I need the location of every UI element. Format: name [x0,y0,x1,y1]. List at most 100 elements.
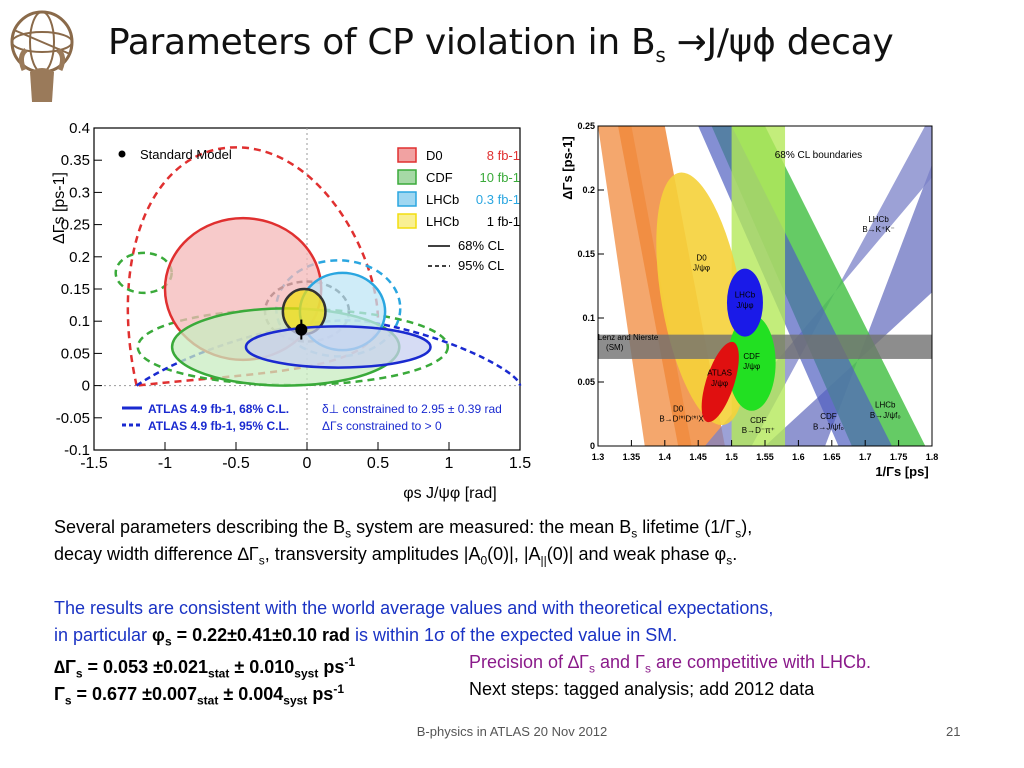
band-label: LHCb [868,215,889,224]
y-tick-label: 0.3 [69,184,90,201]
y-tick-label: 0.1 [582,313,595,323]
x-tick-label: -1.5 [80,455,108,472]
delta-gamma-result: ∆Γs = 0.053 ±0.021stat ± 0.010syst ps-1 [54,655,356,681]
y-tick-label: 0.05 [577,377,595,387]
annotation-delta-perp: δ⊥ constrained to 2.95 ± 0.39 rad [322,402,502,416]
region-cdf-jpsiphi [727,314,776,411]
band-label: CDF [743,352,760,361]
sm-legend-marker [118,150,126,158]
left-contour-chart: -1.5 -1 -0.5 0 0.5 1 1.5 -0.1 -0.05 0 0.05 0.1 0.15 0… [51,120,531,502]
y-tick-label: 0.15 [61,281,90,298]
slide-title: Parameters of CP violation in Bs →J/ψϕ d… [108,22,894,68]
x-tick-label: 1.5 [509,455,531,472]
x-tick-label: 1.6 [792,452,805,462]
band-label: B→J/ψf₀ [813,422,844,431]
x-tick-label: 1 [445,455,454,472]
y-axis-label: ΔΓs [ps-1] [562,136,575,199]
x-tick-label: 1.35 [623,452,641,462]
title-subscript: s [655,43,666,68]
legend-lumi: 8 fb-1 [487,148,520,163]
paragraph-line-2: decay width difference ∆Γs, transversity… [54,544,738,568]
legend-swatch [397,213,417,229]
y-tick-label: 0.25 [61,217,90,234]
y-tick-label: 0.1 [69,313,90,330]
x-tick-label: 1.4 [659,452,672,462]
title-main: Parameters of CP violation in B [108,22,656,63]
atlas-95cl-contour [135,319,522,387]
x-tick-label: 1.55 [756,452,774,462]
band-label: ATLAS [707,369,732,378]
x-tick-label: 1.75 [890,452,908,462]
x-tick-label: 1.3 [592,452,605,462]
legend-name: LHCb [426,192,459,207]
legend-name: CDF [426,170,453,185]
band-label: J/ψφ [693,264,710,273]
band-lhcb-kk [765,164,932,446]
x-axis-label: 1/Γs [ps] [875,464,928,479]
band-label: B→K⁺K⁻ [862,225,894,234]
y-tick-label: -0.1 [64,442,90,459]
band-label: LHCb [735,291,756,300]
band-label: J/ψφ [736,301,753,310]
sm-legend-label: Standard Model [140,147,232,162]
band-label: B→D⁽*⁾D⁽*⁾X [659,415,704,424]
x-tick-label: -0.5 [222,455,250,472]
band-label: (SM) [606,343,624,352]
cl95-legend-label: 95% CL [458,258,504,273]
x-axis-label: φs J/ψφ [rad] [403,485,497,502]
y-tick-label: 0 [82,378,90,395]
title-tail: →J/ψϕ decay [665,22,894,63]
y-tick-label: -0.05 [56,410,90,427]
x-tick-label: 1.7 [859,452,872,462]
paragraph-line-1: Several parameters describing the Bs sys… [54,517,753,541]
y-tick-label: 0.2 [69,249,90,266]
results-line-2: in particular φs = 0.22±0.41±0.10 rad is… [54,625,678,649]
band-label: B→D⁻π⁺ [742,426,775,435]
legend-lumi: 10 fb-1 [480,170,520,185]
band-label: LHCb [875,401,896,410]
legend-lumi: 1 fb-1 [487,214,520,229]
region-lhcb-jpsiphi [726,268,763,337]
legend-lumi: 0.3 fb-1 [476,192,520,207]
band-label: J/ψφ [743,362,760,371]
right-band-chart: 1.3 1.35 1.4 1.45 1.5 1.55 1.6 1.65 1.7 1.75 1.8 0 0… [562,121,939,479]
precision-note: Precision of ∆Γs and Γs are competitive … [469,652,872,676]
x-tick-label: 1.65 [823,452,841,462]
gamma-result: Γs = 0.677 ±0.007stat ± 0.004syst ps-1 [54,682,344,708]
x-tick-label: 1.45 [689,452,707,462]
results-line-1: The results are consistent with the worl… [54,598,774,618]
legend-name: D0 [426,148,443,163]
y-tick-label: 0.2 [582,185,595,195]
next-steps-note: Next steps: tagged analysis; add 2012 da… [469,679,815,699]
band-lhcb-kk-2 [704,126,932,446]
x-tick-label: -1 [158,455,172,472]
legend-swatch [397,191,417,207]
y-tick-label: 0.15 [577,249,595,259]
page-number: 21 [946,724,961,739]
band-label: CDF [750,416,767,425]
region-atlas-jpsiphi [701,341,739,423]
cl68-legend-label: 68% CL [458,238,504,253]
band-label: D0 [696,253,707,262]
band-label: Lenz and Nierste [598,333,659,342]
legend-swatch [397,169,417,185]
bands-group [598,126,932,446]
contour-68-4 [244,325,432,369]
band-label: CDF [820,412,837,421]
x-tick-label: 0 [303,455,312,472]
annotation-dgamma: ΔΓs constrained to > 0 [322,419,442,433]
x-tick-label: 1.8 [926,452,939,462]
atlas95-legend-label: ATLAS 4.9 fb-1, 95% C.L. [148,419,289,433]
band-label: B→J/ψf₀ [870,411,901,420]
band-d0-dsds-wide [598,126,692,446]
y-tick-label: 0.4 [69,120,90,137]
atlas68-legend-label: ATLAS 4.9 fb-1, 68% C.L. [148,402,289,416]
band-label: D0 [673,404,684,413]
legend-name: LHCb [426,214,459,229]
x-tick-label: 0.5 [367,455,389,472]
x-tick-label: 1.5 [725,452,738,462]
y-axis-label: ΔΓs [ps-1] [51,172,68,244]
y-tick-label: 0 [590,441,595,451]
footer-text: B-physics in ATLAS 20 Nov 2012 [416,724,608,739]
y-tick-label: 0.05 [61,345,90,362]
